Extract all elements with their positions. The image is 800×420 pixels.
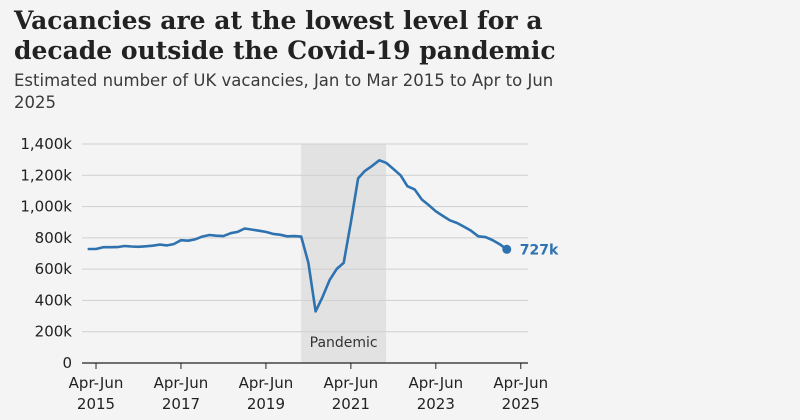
x-tick-label-year: 2017 [162, 395, 200, 413]
x-tick-label-year: 2025 [502, 395, 540, 413]
x-tick-label: Apr-Jun [493, 374, 548, 392]
pandemic-shaded-region [301, 144, 387, 363]
x-tick-label: Apr-Jun [154, 374, 209, 392]
y-tick-label: 0 [62, 354, 72, 372]
y-tick-label: 1,400k [20, 135, 72, 153]
x-tick-label: Apr-Jun [69, 374, 124, 392]
y-tick-label: 1,200k [20, 166, 72, 184]
y-tick-label: 600k [35, 260, 73, 278]
x-tick-label-year: 2015 [77, 395, 115, 413]
y-tick-label: 1,000k [20, 198, 72, 216]
x-tick-label-year: 2021 [332, 395, 370, 413]
x-tick-label: Apr-Jun [324, 374, 379, 392]
series-layer [87, 159, 512, 313]
x-tick-label: Apr-Jun [239, 374, 294, 392]
chart-subtitle: Estimated number of UK vacancies, Jan to… [14, 71, 554, 112]
shaded-region-layer: Pandemic [301, 144, 387, 363]
x-tick-label: Apr-Jun [408, 374, 463, 392]
y-axis: 0 200k 400k 600k 800k 1,000k 1,200k 1,400k [20, 135, 72, 372]
annotation-layer: 727k [520, 242, 559, 258]
end-value-label: 727k [520, 242, 559, 258]
series-end-point [502, 244, 512, 254]
x-tick-label-year: 2019 [247, 395, 285, 413]
chart-title: Vacancies are at the lowest level for a … [14, 6, 556, 65]
y-tick-label: 400k [35, 291, 73, 309]
x-tick-label-year: 2023 [417, 395, 455, 413]
y-tick-label: 800k [35, 229, 73, 247]
series-line [87, 159, 509, 313]
x-axis: Apr-Jun 2015 Apr-Jun 2017 Apr-Jun 2019 Apr-Jun… [69, 363, 548, 413]
grid-layer [82, 143, 528, 364]
pandemic-label: Pandemic [310, 335, 378, 351]
y-tick-label: 200k [35, 323, 73, 341]
